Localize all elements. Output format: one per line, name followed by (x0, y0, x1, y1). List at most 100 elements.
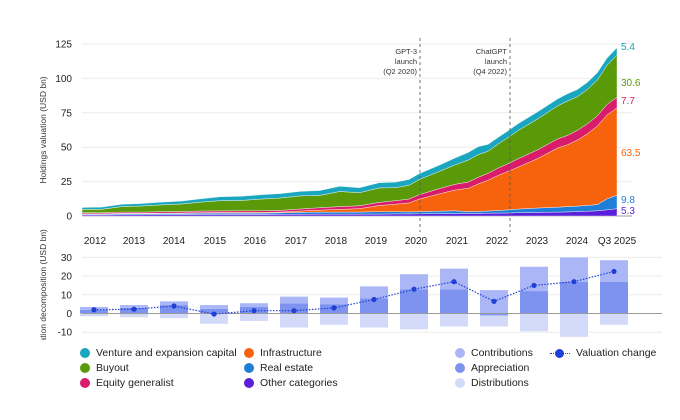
bar-distributions (600, 313, 628, 325)
end-label-realestate: 9.8 (621, 195, 635, 206)
bar-distributions (480, 313, 508, 327)
bar-appreciation (600, 281, 628, 314)
bar-distributions (440, 313, 468, 327)
bottom-y-axis-label: Valuation decomposition (USD bn) (38, 229, 48, 340)
bar-appreciation (520, 291, 548, 314)
valuation-change-line-icon (550, 348, 570, 358)
legend-item-appreciation: Appreciation (455, 361, 529, 375)
x-tick: 2020 (405, 236, 428, 247)
buyout-swatch-icon (80, 363, 90, 373)
legend-item-equity: Equity generalist (80, 376, 174, 390)
legend-label: Other categories (260, 377, 338, 389)
bottom-y-tick: 20 (61, 272, 73, 283)
valuation-point (211, 311, 217, 317)
bar-contributions (400, 274, 428, 290)
valuation-point (91, 307, 97, 313)
end-label-buyout: 30.6 (621, 78, 641, 89)
legend-item-infra: Infrastructure (244, 346, 322, 360)
x-tick: 2022 (486, 236, 509, 247)
x-tick: 2017 (285, 236, 308, 247)
bottom-valuation-line (91, 268, 617, 317)
top-y-tick: 125 (55, 40, 72, 51)
legend-item-contributions: Contributions (455, 346, 533, 360)
legend-label: Contributions (471, 347, 533, 359)
legend-item-valuation-change: Valuation change (550, 346, 656, 360)
valuation-point (331, 305, 337, 311)
bar-contributions (560, 257, 588, 282)
x-tick: 2014 (163, 236, 186, 247)
top-y-tick: 100 (55, 74, 72, 85)
bar-contributions (320, 297, 348, 305)
annotation-text: launch (485, 57, 507, 66)
annotation-text: GPT-3 (395, 47, 417, 56)
bar-distributions (280, 313, 308, 328)
bar-appreciation (400, 289, 428, 314)
bottom-y-tick: 30 (61, 253, 73, 264)
bar-distributions (80, 313, 108, 317)
legend-item-realestate: Real estate (244, 361, 313, 375)
top-y-axis-label: Holdings valuation (USD bn) (38, 76, 48, 183)
realestate-swatch-icon (244, 363, 254, 373)
valuation-point (531, 282, 537, 289)
bar-contributions (240, 303, 268, 307)
valuation-point (611, 268, 617, 275)
valuation-point (131, 306, 137, 312)
legend-label: Venture and expansion capital (96, 347, 237, 359)
legend-label: Equity generalist (96, 377, 174, 389)
legend-item-buyout: Buyout (80, 361, 129, 375)
legend-item-vc: Venture and expansion capital (80, 346, 237, 360)
valuation-point (571, 279, 577, 285)
valuation-point (291, 308, 297, 314)
bar-appreciation (360, 298, 388, 314)
equity-swatch-icon (80, 378, 90, 388)
annotation-text: launch (395, 57, 417, 66)
valuation-point (371, 296, 377, 303)
annotation-text: (Q2 2020) (383, 67, 417, 76)
end-label-infra: 63.5 (621, 148, 641, 159)
valuation-point (411, 286, 417, 292)
x-tick: 2013 (123, 236, 146, 247)
bar-appreciation (200, 308, 228, 314)
top-stacked-areas (81, 47, 618, 217)
legend-label: Appreciation (471, 362, 530, 374)
bar-contributions (360, 286, 388, 299)
top-y-tick: 0 (66, 212, 72, 223)
bar-appreciation (480, 313, 508, 316)
bar-contributions (440, 268, 468, 290)
x-tick: 2024 (566, 236, 589, 247)
infra-swatch-icon (244, 348, 254, 358)
bar-contributions (280, 296, 308, 304)
top-y-tick-labels: 0 25 50 75 100 125 (55, 40, 72, 223)
other-swatch-icon (244, 378, 254, 388)
legend-item-distributions: Distributions (455, 376, 529, 390)
legend-label: Valuation change (576, 347, 657, 359)
bar-contributions (120, 305, 148, 308)
valuation-line (93, 270, 615, 315)
legend-item-other: Other categories (244, 376, 338, 390)
x-tick: 2021 (446, 236, 469, 247)
vc-swatch-icon (80, 348, 90, 358)
end-label-equity: 7.7 (621, 96, 635, 107)
top-end-labels: 5.4 30.6 7.7 63.5 9.85.3 (621, 42, 641, 217)
bar-distributions (120, 313, 148, 318)
bar-distributions (400, 313, 428, 330)
bottom-bars (80, 257, 662, 337)
top-y-tick: 50 (61, 143, 73, 154)
contributions-swatch-icon (455, 348, 465, 358)
end-label-other: 5.3 (621, 206, 635, 217)
x-tick: 2018 (325, 236, 348, 247)
x-tick: 2019 (365, 236, 388, 247)
area-vc (81, 47, 618, 210)
x-tick: 2015 (204, 236, 227, 247)
bar-contributions (160, 301, 188, 306)
end-label-vc: 5.4 (621, 42, 635, 53)
distributions-swatch-icon (455, 378, 465, 388)
x-tick: 2023 (526, 236, 549, 247)
valuation-point (451, 279, 457, 285)
bottom-y-tick: 0 (66, 309, 72, 320)
top-y-tick: 75 (61, 108, 73, 119)
bottom-y-tick: 10 (61, 290, 73, 301)
bar-distributions (320, 313, 348, 325)
valuation-point (491, 298, 497, 304)
